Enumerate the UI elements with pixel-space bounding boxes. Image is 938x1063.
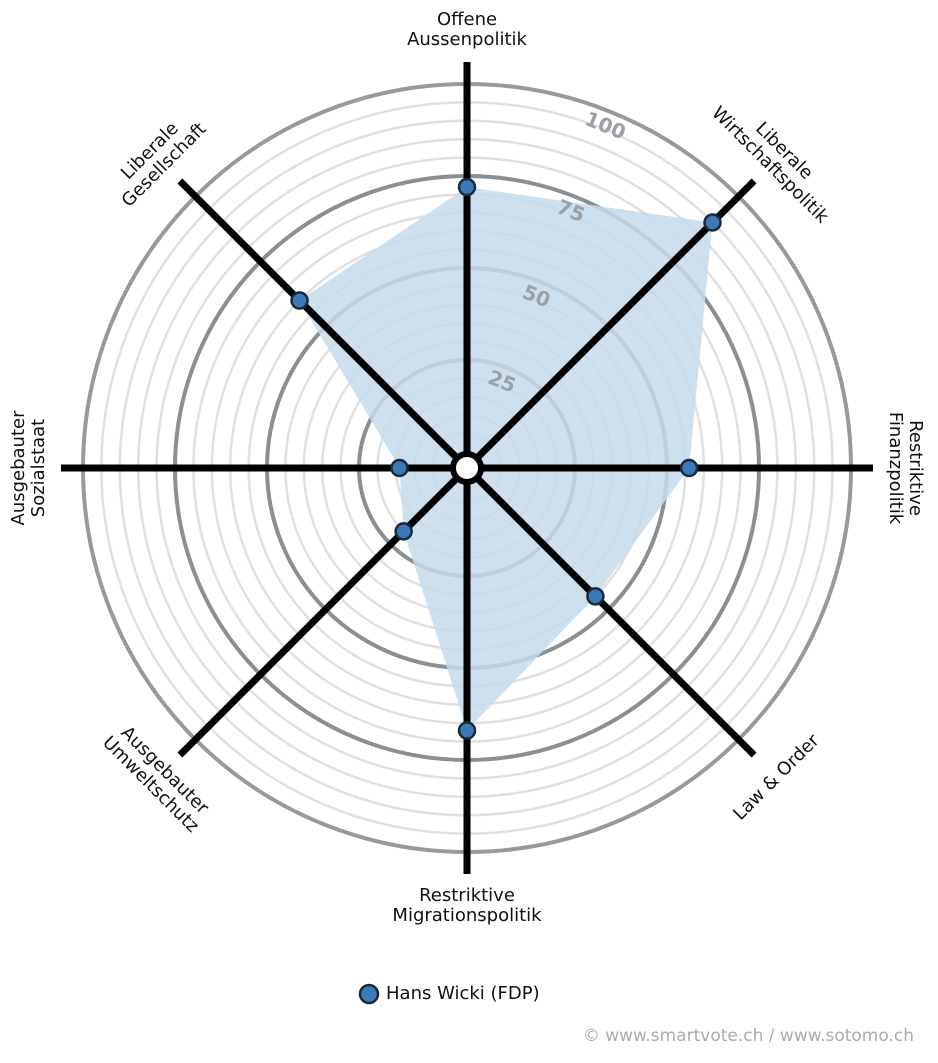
point	[457, 177, 477, 197]
legend-label: Hans Wicki (FDP)	[386, 983, 540, 1004]
axis-label-line: Migrationspolitik	[392, 905, 542, 926]
axis-label: Ausgebauter Sozialstaat	[8, 410, 49, 526]
axis-label-line: Offene	[437, 9, 497, 30]
point	[586, 587, 605, 606]
legend-marker	[358, 983, 380, 1005]
point	[703, 213, 722, 232]
axis	[177, 178, 470, 471]
axis	[177, 465, 470, 758]
point	[679, 458, 699, 478]
credit: © www.smartvote.ch / www.sotomo.ch	[583, 1026, 914, 1046]
axis-label-line: Sozialstaat	[28, 419, 49, 517]
axis-label-line: Restriktive	[419, 885, 515, 906]
point	[390, 458, 409, 478]
axis	[464, 465, 757, 758]
center	[450, 451, 484, 485]
tick-label: 100	[582, 106, 630, 144]
point	[290, 291, 309, 310]
axis-label-line: Ausgebauter	[8, 410, 29, 526]
point	[394, 522, 413, 541]
point	[457, 721, 477, 740]
axis-label-line: Aussenpolitik	[407, 29, 527, 50]
axis-label-line: Restriktive	[905, 420, 926, 516]
axis-label-line: Finanzpolitik	[885, 412, 906, 525]
